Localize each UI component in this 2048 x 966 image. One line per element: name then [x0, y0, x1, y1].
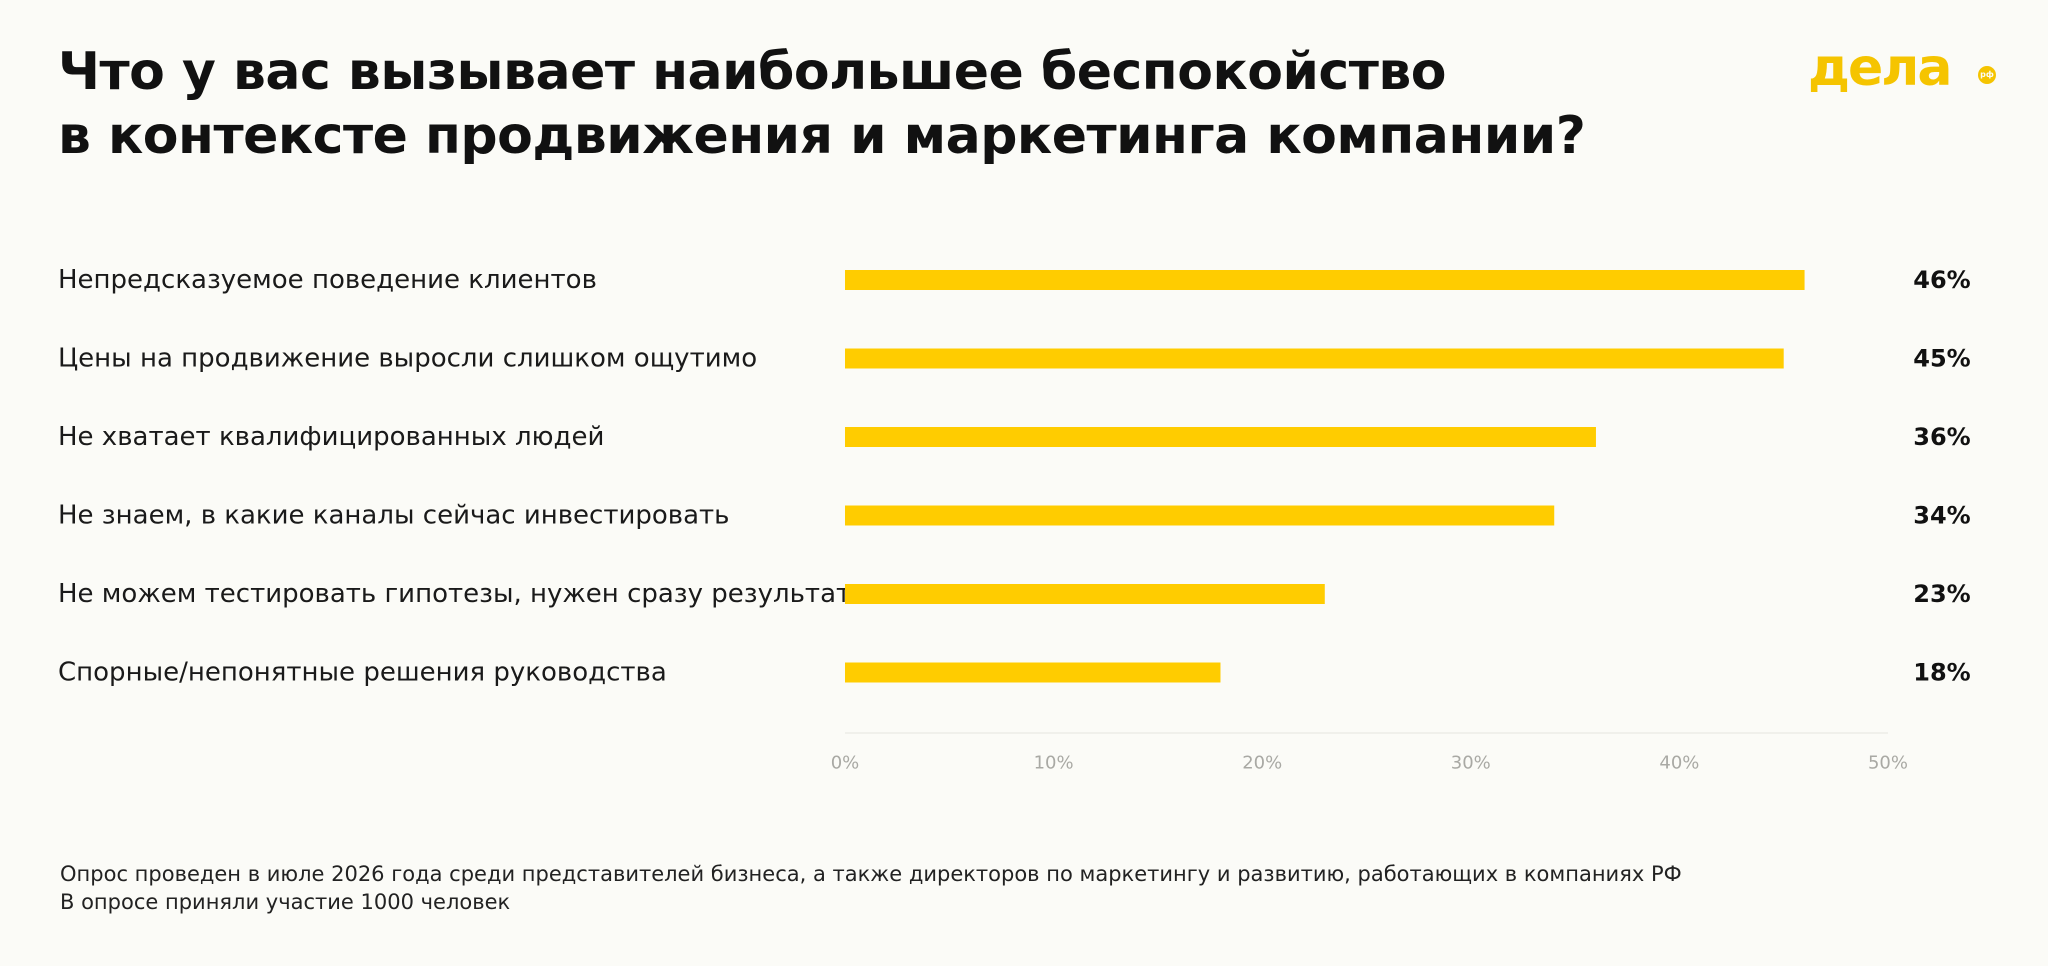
category-label: Не можем тестировать гипотезы, нужен сра… — [58, 579, 851, 609]
bar — [845, 584, 1325, 604]
dela-logo: дела рф — [1808, 40, 2008, 96]
bar — [845, 270, 1805, 290]
category-label: Непредсказуемое поведение клиентов — [58, 265, 597, 295]
bar — [845, 505, 1555, 526]
footnote-line-2: В опросе приняли участие 1000 человек — [60, 890, 511, 914]
x-tick-label: 0% — [831, 753, 860, 774]
chart-title: Что у вас вызывает наибольшее беспокойст… — [58, 40, 1586, 168]
value-label: 46% — [1913, 266, 1970, 294]
value-label: 34% — [1913, 502, 1970, 530]
x-tick-label: 10% — [1034, 753, 1074, 774]
x-tick-label: 40% — [1659, 753, 1699, 774]
logo-wordmark: дела — [1808, 38, 1952, 98]
bar-chart: Непредсказуемое поведение клиентов 46% Цен… — [58, 265, 1971, 774]
logo-badge: рф — [1978, 66, 1996, 84]
x-tick-label: 50% — [1868, 753, 1908, 774]
value-label: 36% — [1913, 423, 1970, 451]
category-label: Цены на продвижение выросли слишком ощут… — [58, 344, 757, 374]
category-label: Не знаем, в какие каналы сейчас инвестир… — [58, 501, 730, 531]
footnote-line-1: Опрос проведен в июле 2026 года среди пр… — [60, 862, 1682, 886]
value-label: 18% — [1913, 659, 1970, 687]
category-label: Не хватает квалифицированных людей — [58, 422, 604, 452]
value-label: 45% — [1913, 345, 1970, 373]
chart-title-line-2: в контексте продвижения и маркетинга ком… — [58, 106, 1586, 166]
x-tick-label: 30% — [1451, 753, 1491, 774]
bar — [845, 662, 1221, 683]
chart-title-line-1: Что у вас вызывает наибольшее беспокойст… — [58, 42, 1447, 102]
bar — [845, 348, 1784, 369]
category-label: Спорные/непонятные решения руководства — [58, 658, 667, 688]
x-tick-label: 20% — [1242, 753, 1282, 774]
footnote: Опрос проведен в июле 2026 года среди пр… — [60, 860, 1682, 916]
value-label: 23% — [1913, 580, 1970, 608]
bar — [845, 427, 1596, 447]
